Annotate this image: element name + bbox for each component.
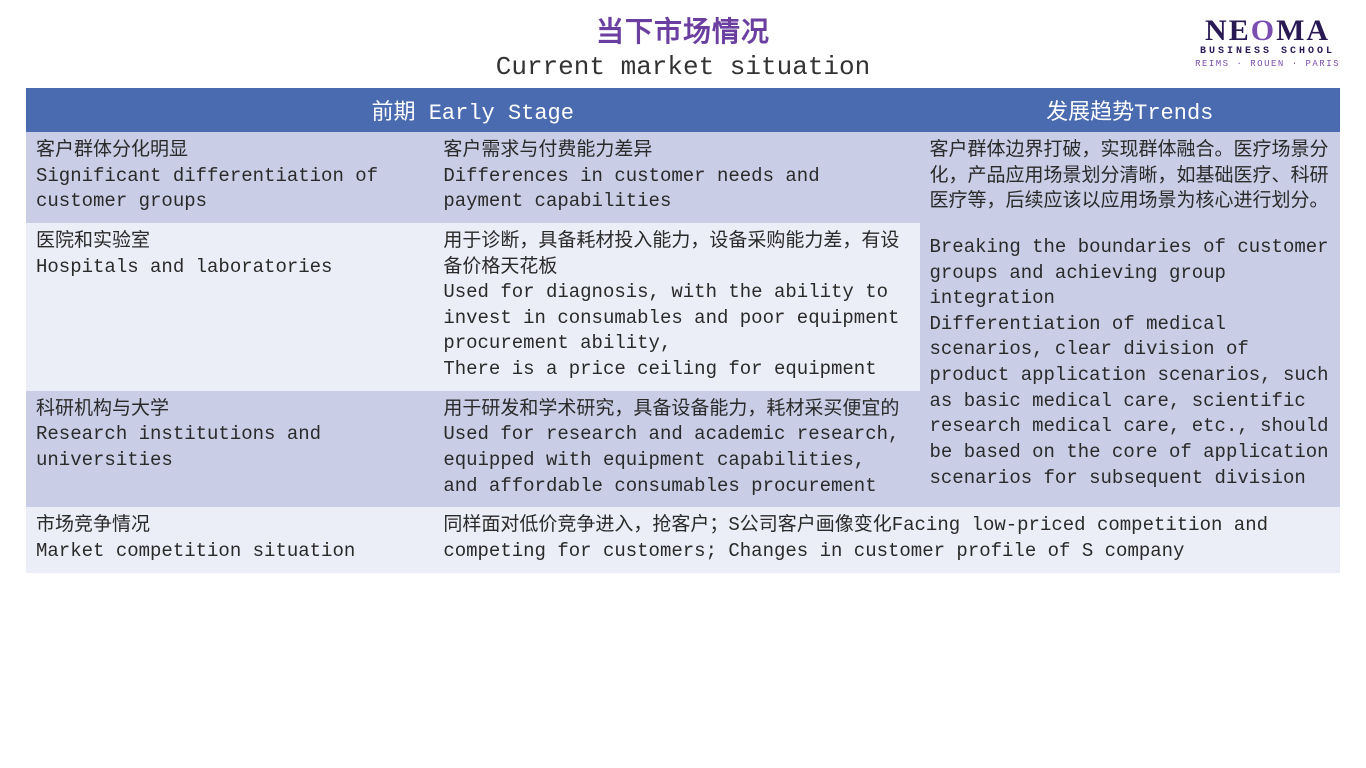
cell-early-right: 用于诊断，具备耗材投入能力，设备采购能力差，有设备价格天花板Used for d…: [433, 223, 919, 391]
logo-cities: REIMS · ROUEN · PARIS: [1195, 59, 1340, 69]
logo-text-o: O: [1251, 14, 1276, 48]
market-table: 前期 Early Stage 发展趋势Trends 客户群体分化明显Signif…: [26, 88, 1340, 573]
table-row: 客户群体分化明显Significant differentiation of c…: [26, 132, 1340, 223]
table-row-bottom: 市场竞争情况Market competition situation 同样面对低…: [26, 507, 1340, 572]
header-early-stage: 前期 Early Stage: [26, 88, 920, 132]
cell-early-left: 客户群体分化明显Significant differentiation of c…: [26, 132, 433, 223]
market-table-container: 前期 Early Stage 发展趋势Trends 客户群体分化明显Signif…: [26, 88, 1340, 573]
slide-header: 当下市场情况 Current market situation NEOMA BU…: [0, 0, 1366, 88]
trends-paragraph-cn: 客户群体边界打破，实现群体融合。医疗场景分化，产品应用场景划分清晰，如基础医疗、…: [930, 138, 1331, 215]
logo-wordmark: NEOMA: [1195, 14, 1340, 48]
logo-text-post: MA: [1276, 14, 1330, 47]
logo-text-pre: NE: [1205, 14, 1251, 47]
title-chinese: 当下市场情况: [0, 10, 1366, 50]
cell-early-left: 医院和实验室Hospitals and laboratories: [26, 223, 433, 391]
brand-logo: NEOMA BUSINESS SCHOOL REIMS · ROUEN · PA…: [1195, 14, 1340, 69]
trends-paragraph-en: Breaking the boundaries of customer grou…: [930, 235, 1331, 491]
cell-early-left: 科研机构与大学Research institutions and univers…: [26, 391, 433, 508]
cell-bottom-left: 市场竞争情况Market competition situation: [26, 507, 433, 572]
header-trends: 发展趋势Trends: [920, 88, 1341, 132]
title-english: Current market situation: [0, 52, 1366, 82]
cell-early-right: 客户需求与付费能力差异Differences in customer needs…: [433, 132, 919, 223]
cell-bottom-right: 同样面对低价竞争进入，抢客户；S公司客户画像变化Facing low-price…: [433, 507, 1340, 572]
table-header-row: 前期 Early Stage 发展趋势Trends: [26, 88, 1340, 132]
cell-early-right: 用于研发和学术研究，具备设备能力，耗材采买便宜的Used for researc…: [433, 391, 919, 508]
cell-trends: 客户群体边界打破，实现群体融合。医疗场景分化，产品应用场景划分清晰，如基础医疗、…: [920, 132, 1341, 507]
